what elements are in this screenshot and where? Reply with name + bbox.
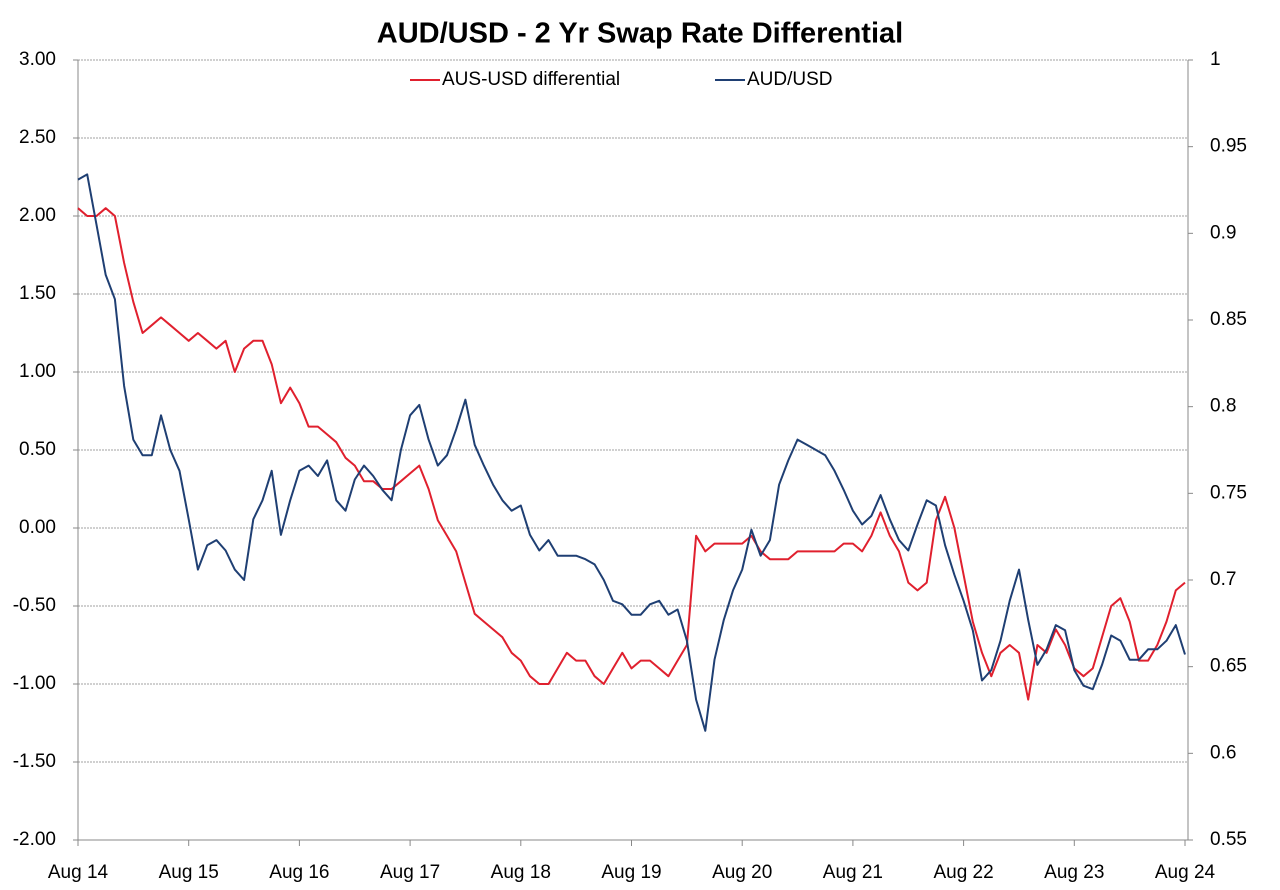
y2-tick-label: 0.65 <box>1210 656 1247 677</box>
series-line <box>77 207 1186 701</box>
x-tick-label: Aug 20 <box>712 862 772 883</box>
y2-tick-label: 0.6 <box>1210 742 1236 763</box>
y-tick-label: 2.50 <box>19 127 56 148</box>
y-tick-label: -1.00 <box>13 673 56 694</box>
y2-tick-label: 0.9 <box>1210 222 1236 243</box>
x-tick-label: Aug 22 <box>933 862 993 883</box>
legend-label: AUD/USD <box>747 69 833 90</box>
y-tick-label: 0.00 <box>19 517 56 538</box>
x-tick-label: Aug 15 <box>159 862 219 883</box>
y-tick-label: 0.50 <box>19 439 56 460</box>
y-tick-label: 3.00 <box>19 49 56 70</box>
y-tick-label: 1.00 <box>19 361 56 382</box>
legend-label: AUS-USD differential <box>442 69 620 90</box>
x-tick-label: Aug 23 <box>1044 862 1104 883</box>
y2-tick-label: 1 <box>1210 49 1221 70</box>
x-tick-label: Aug 21 <box>823 862 883 883</box>
x-tick-label: Aug 17 <box>380 862 440 883</box>
y-tick-label: -1.50 <box>13 751 56 772</box>
y2-tick-label: 0.55 <box>1210 829 1247 850</box>
y2-tick-label: 0.95 <box>1210 136 1247 157</box>
x-tick-label: Aug 14 <box>48 862 109 883</box>
y2-tick-label: 0.75 <box>1210 482 1247 503</box>
x-tick-label: Aug 16 <box>269 862 329 883</box>
y2-tick-label: 0.8 <box>1210 396 1236 417</box>
y-tick-label: -0.50 <box>13 595 56 616</box>
y-tick-label: 1.50 <box>19 283 56 304</box>
x-tick-label: Aug 19 <box>601 862 661 883</box>
series-line <box>77 173 1186 732</box>
y-tick-label: -2.00 <box>13 829 56 850</box>
x-tick-label: Aug 18 <box>491 862 551 883</box>
x-tick-label: Aug 24 <box>1155 862 1216 883</box>
y2-tick-label: 0.7 <box>1210 569 1236 590</box>
y2-tick-label: 0.85 <box>1210 309 1247 330</box>
y-tick-label: 2.00 <box>19 205 56 226</box>
chart-title: AUD/USD - 2 Yr Swap Rate Differential <box>377 18 903 50</box>
